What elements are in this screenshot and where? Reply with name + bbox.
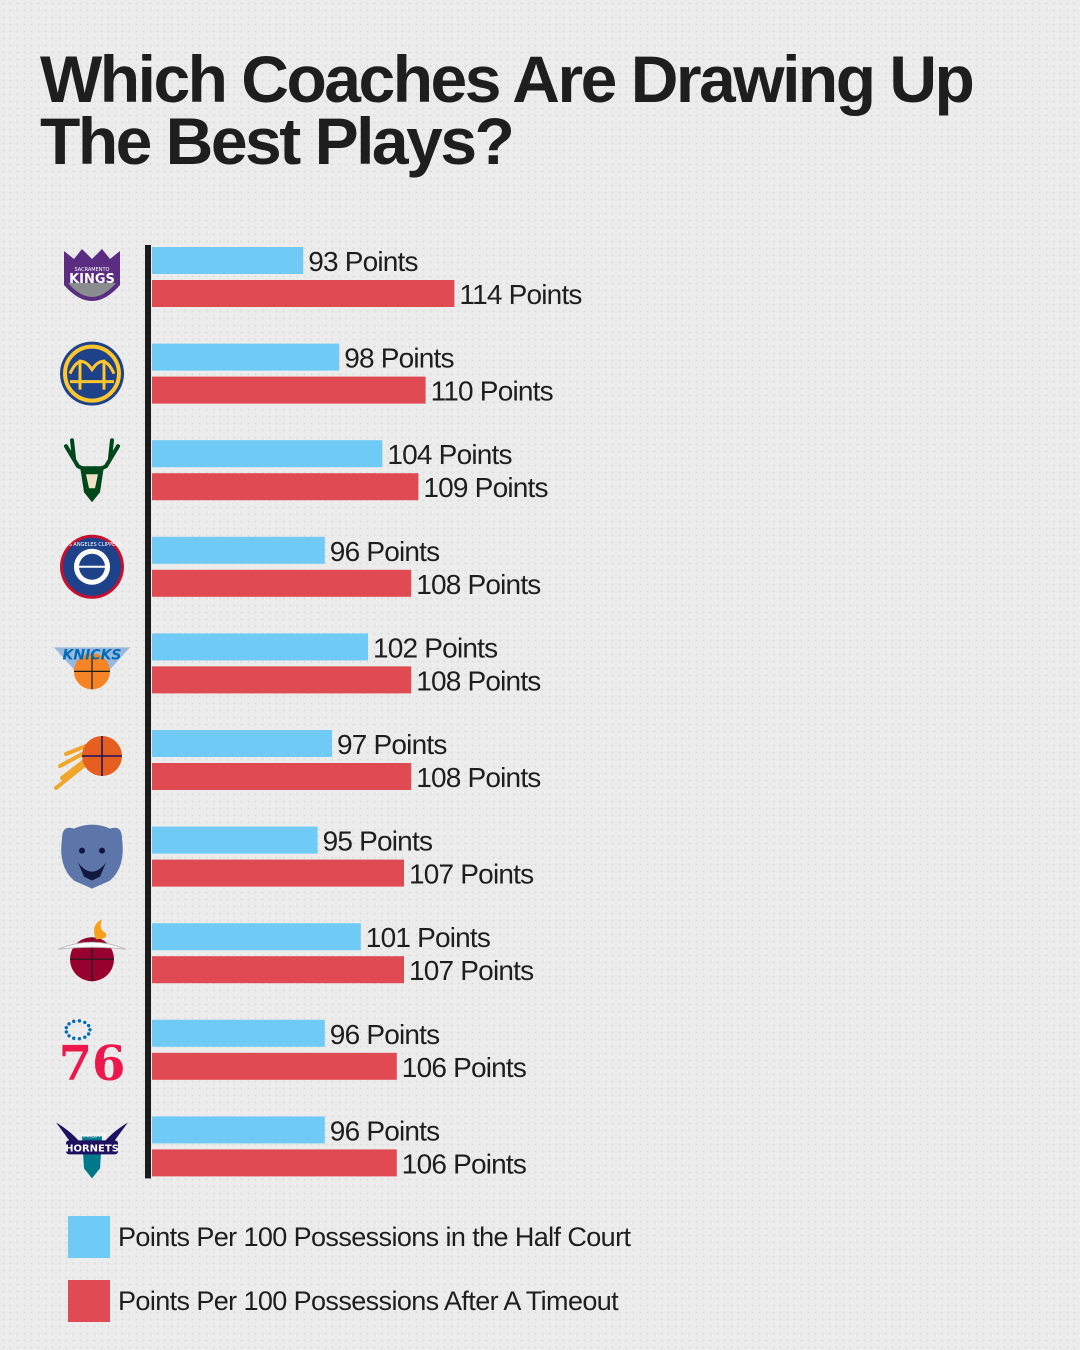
bar-label-after-timeout-3: 109 Points (423, 472, 547, 503)
bar-label-half-court-9: 96 Points (330, 1019, 440, 1050)
svg-text:SACRAMENTO: SACRAMENTO (75, 267, 110, 273)
bar-chart: 93 Points 98 Points 104 Points 96 Points 102… (54, 245, 582, 1179)
bar-label-half-court-4: 96 Points (330, 536, 440, 567)
bar-half-court-2 (152, 343, 340, 371)
bar-label-half-court-8: 101 Points (366, 922, 490, 953)
svg-text:KNICKS: KNICKS (63, 647, 122, 663)
svg-text:HORNETS: HORNETS (65, 1143, 119, 1154)
bar-label-after-timeout-6: 108 Points (416, 762, 540, 793)
bar-half-court-9 (152, 1019, 325, 1047)
bar-label-half-court-5: 102 Points (373, 632, 497, 663)
bar-label-after-timeout-1: 114 Points (459, 279, 581, 310)
legend-label-half-court: Points Per 100 Possessions in the Half C… (118, 1222, 631, 1252)
charlotte-hornets-logo: HORNETS CHARLOTTE (56, 1122, 128, 1179)
bar-label-after-timeout-4: 108 Points (416, 569, 540, 600)
bar-label-after-timeout-9: 106 Points (402, 1052, 526, 1083)
phoenix-suns-logo (54, 736, 122, 790)
golden-state-warriors-logo (60, 341, 124, 406)
bar-half-court-1 (152, 247, 304, 274)
bar-after-timeout-1 (152, 280, 455, 307)
bar-label-half-court-6: 97 Points (337, 729, 447, 760)
bar-after-timeout-2 (152, 376, 426, 404)
bar-after-timeout-5 (152, 666, 412, 694)
memphis-grizzlies-logo (61, 824, 123, 889)
bar-half-court-4 (152, 536, 325, 564)
bar-after-timeout-8 (152, 956, 404, 984)
new-york-knicks-logo: KNICKS (54, 647, 130, 690)
bar-half-court-8 (152, 923, 361, 951)
svg-text:76: 76 (59, 1036, 126, 1092)
bar-after-timeout-7 (152, 859, 404, 887)
bar-after-timeout-9 (152, 1052, 397, 1080)
bar-label-after-timeout-2: 110 Points (431, 376, 553, 407)
legend-swatch-half-court (68, 1216, 110, 1258)
bar-label-half-court-10: 96 Points (330, 1115, 440, 1146)
bar-label-after-timeout-8: 107 Points (409, 955, 533, 986)
philadelphia-76ers-logo: 76 (59, 1019, 126, 1092)
chart-title: Which Coaches Are Drawing Up The Best Pl… (40, 42, 975, 178)
miami-heat-logo (57, 919, 127, 982)
bar-label-half-court-1: 93 Points (308, 246, 418, 277)
bar-half-court-3 (152, 440, 383, 468)
bar-label-half-court-2: 98 Points (344, 343, 454, 374)
svg-text:LOS ANGELES CLIPPERS: LOS ANGELES CLIPPERS (62, 542, 122, 548)
bar-after-timeout-10 (152, 1149, 397, 1177)
bar-label-after-timeout-5: 108 Points (416, 665, 540, 696)
bar-half-court-6 (152, 730, 332, 757)
bar-label-half-court-3: 104 Points (387, 439, 511, 470)
svg-text:KINGS: KINGS (69, 272, 115, 287)
bar-label-half-court-7: 95 Points (323, 826, 433, 857)
legend-label-after-timeout: Points Per 100 Possessions After A Timeo… (118, 1286, 619, 1316)
bar-after-timeout-6 (152, 763, 412, 790)
bar-label-after-timeout-10: 106 Points (402, 1148, 526, 1179)
value-axis-line (145, 245, 151, 1179)
la-clippers-logo: LOS ANGELES CLIPPERS (60, 534, 124, 599)
legend-swatch-after-timeout (68, 1280, 110, 1322)
svg-text:CHARLOTTE: CHARLOTTE (77, 1133, 107, 1139)
bar-half-court-7 (152, 826, 318, 854)
milwaukee-bucks-logo (64, 438, 120, 503)
bar-half-court-5 (152, 633, 368, 661)
bar-after-timeout-4 (152, 569, 412, 597)
bar-label-after-timeout-7: 107 Points (409, 859, 533, 890)
bar-half-court-10 (152, 1116, 325, 1144)
bar-after-timeout-3 (152, 473, 419, 501)
